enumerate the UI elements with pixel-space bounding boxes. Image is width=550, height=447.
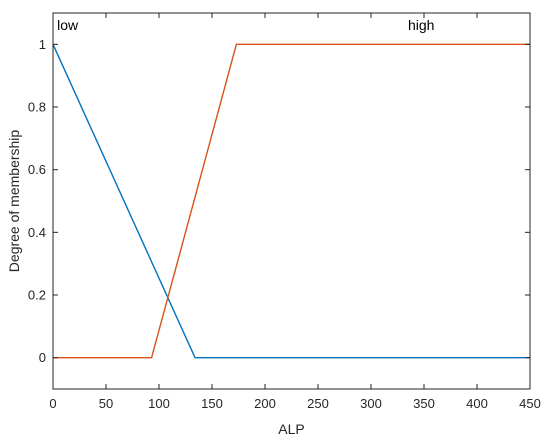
y-tick-label: 0.6 <box>28 162 46 177</box>
y-tick-label: 0.2 <box>28 288 46 303</box>
axes-box <box>52 12 531 390</box>
x-tick-label: 400 <box>466 396 488 411</box>
x-tick-label: 0 <box>49 396 56 411</box>
plot-area <box>53 13 530 389</box>
x-tick-label: 100 <box>148 396 170 411</box>
y-axis-label: Degree of membership <box>6 130 22 273</box>
series-line-high <box>53 43 530 359</box>
x-tick-label: 350 <box>413 396 435 411</box>
series-layer <box>52 43 530 359</box>
x-axis-label: ALP <box>278 421 304 437</box>
x-tick-label: 50 <box>99 396 113 411</box>
x-tick-label: 300 <box>360 396 382 411</box>
mf-label-low: low <box>57 17 79 33</box>
annotation-layer: low high <box>57 17 434 33</box>
x-tick-label: 450 <box>519 396 541 411</box>
x-tick-label: 150 <box>201 396 223 411</box>
y-tick-label: 0.4 <box>28 225 46 240</box>
x-tick-label: 250 <box>307 396 329 411</box>
x-tick-label: 200 <box>254 396 276 411</box>
series-line-low <box>52 44 530 359</box>
x-axis-ticks: 0 50 100 150 200 250 300 350 400 450 <box>49 13 541 411</box>
y-tick-label: 0.8 <box>28 100 46 115</box>
y-axis-ticks: 0 0.2 0.4 0.6 0.8 1 <box>28 37 530 365</box>
mf-label-high: high <box>408 17 434 33</box>
y-tick-label: 1 <box>39 37 46 52</box>
y-tick-label: 0 <box>39 350 46 365</box>
